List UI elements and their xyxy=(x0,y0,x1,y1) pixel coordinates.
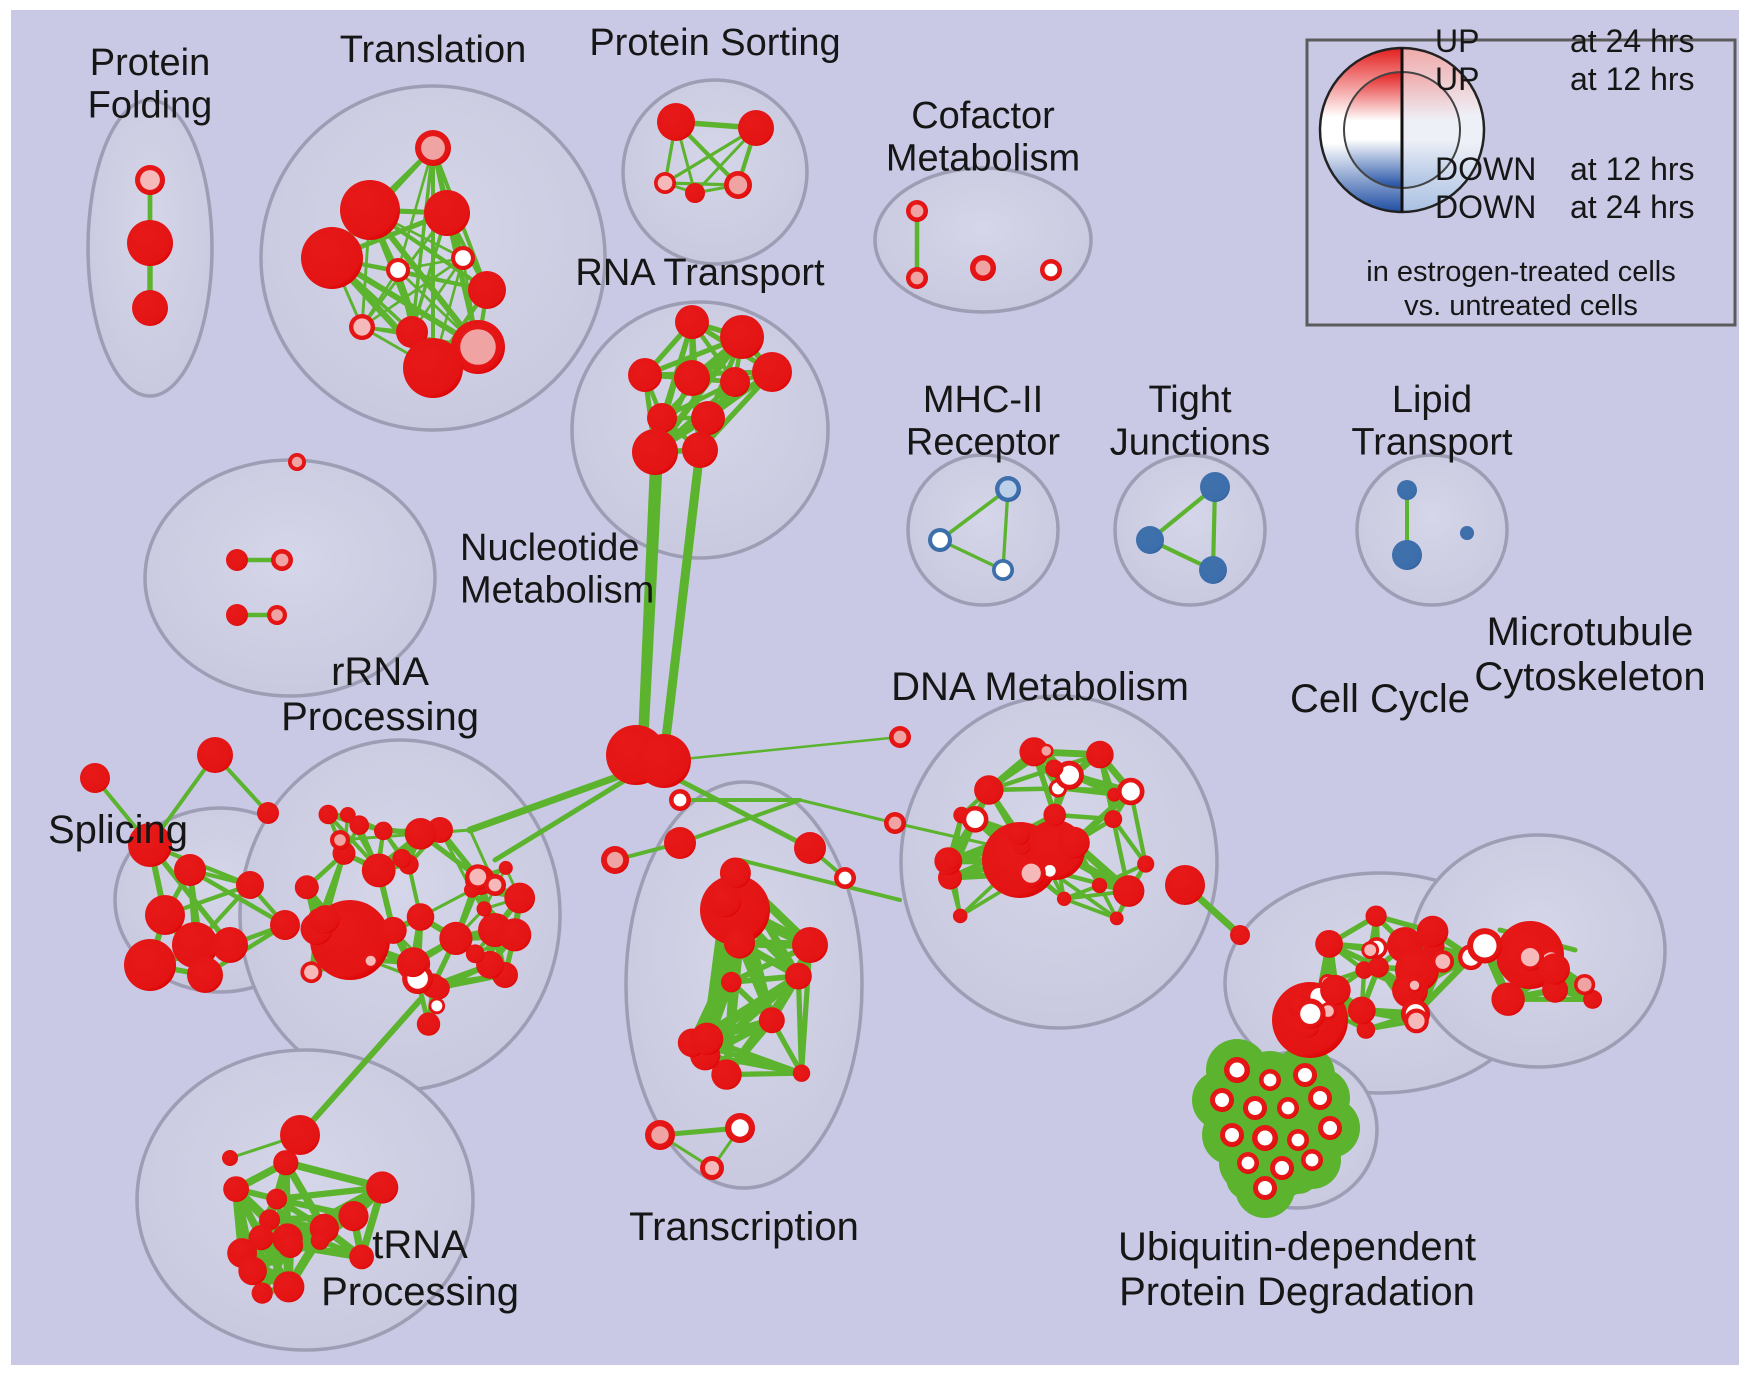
svg-text:Cell Cycle: Cell Cycle xyxy=(1290,677,1470,721)
svg-text:UP: UP xyxy=(1435,23,1479,59)
svg-text:DOWN: DOWN xyxy=(1435,151,1536,187)
svg-text:at 12 hrs: at 12 hrs xyxy=(1570,61,1695,97)
svg-text:Processing: Processing xyxy=(321,1270,519,1314)
svg-text:Transcription: Transcription xyxy=(629,1205,859,1249)
svg-text:DOWN: DOWN xyxy=(1435,189,1536,225)
svg-text:Processing: Processing xyxy=(281,695,479,739)
svg-text:at 12 hrs: at 12 hrs xyxy=(1570,151,1695,187)
svg-text:rRNA: rRNA xyxy=(331,650,429,694)
svg-text:Protein Degradation: Protein Degradation xyxy=(1119,1270,1475,1314)
svg-text:Protein Sorting: Protein Sorting xyxy=(589,22,840,64)
svg-text:vs. untreated cells: vs. untreated cells xyxy=(1404,290,1638,322)
svg-text:DNA Metabolism: DNA Metabolism xyxy=(891,665,1189,709)
svg-text:RNA Transport: RNA Transport xyxy=(575,252,825,294)
svg-text:tRNA: tRNA xyxy=(372,1223,468,1267)
svg-text:UP: UP xyxy=(1435,61,1479,97)
svg-text:Cytoskeleton: Cytoskeleton xyxy=(1474,655,1705,699)
svg-text:Translation: Translation xyxy=(340,29,527,71)
svg-text:Microtubule: Microtubule xyxy=(1487,610,1694,654)
svg-text:at 24 hrs: at 24 hrs xyxy=(1570,189,1695,225)
svg-text:in estrogen-treated cells: in estrogen-treated cells xyxy=(1366,256,1676,288)
svg-text:Ubiquitin-dependent: Ubiquitin-dependent xyxy=(1118,1225,1476,1269)
svg-text:Splicing: Splicing xyxy=(48,808,188,852)
svg-text:at 24 hrs: at 24 hrs xyxy=(1570,23,1695,59)
